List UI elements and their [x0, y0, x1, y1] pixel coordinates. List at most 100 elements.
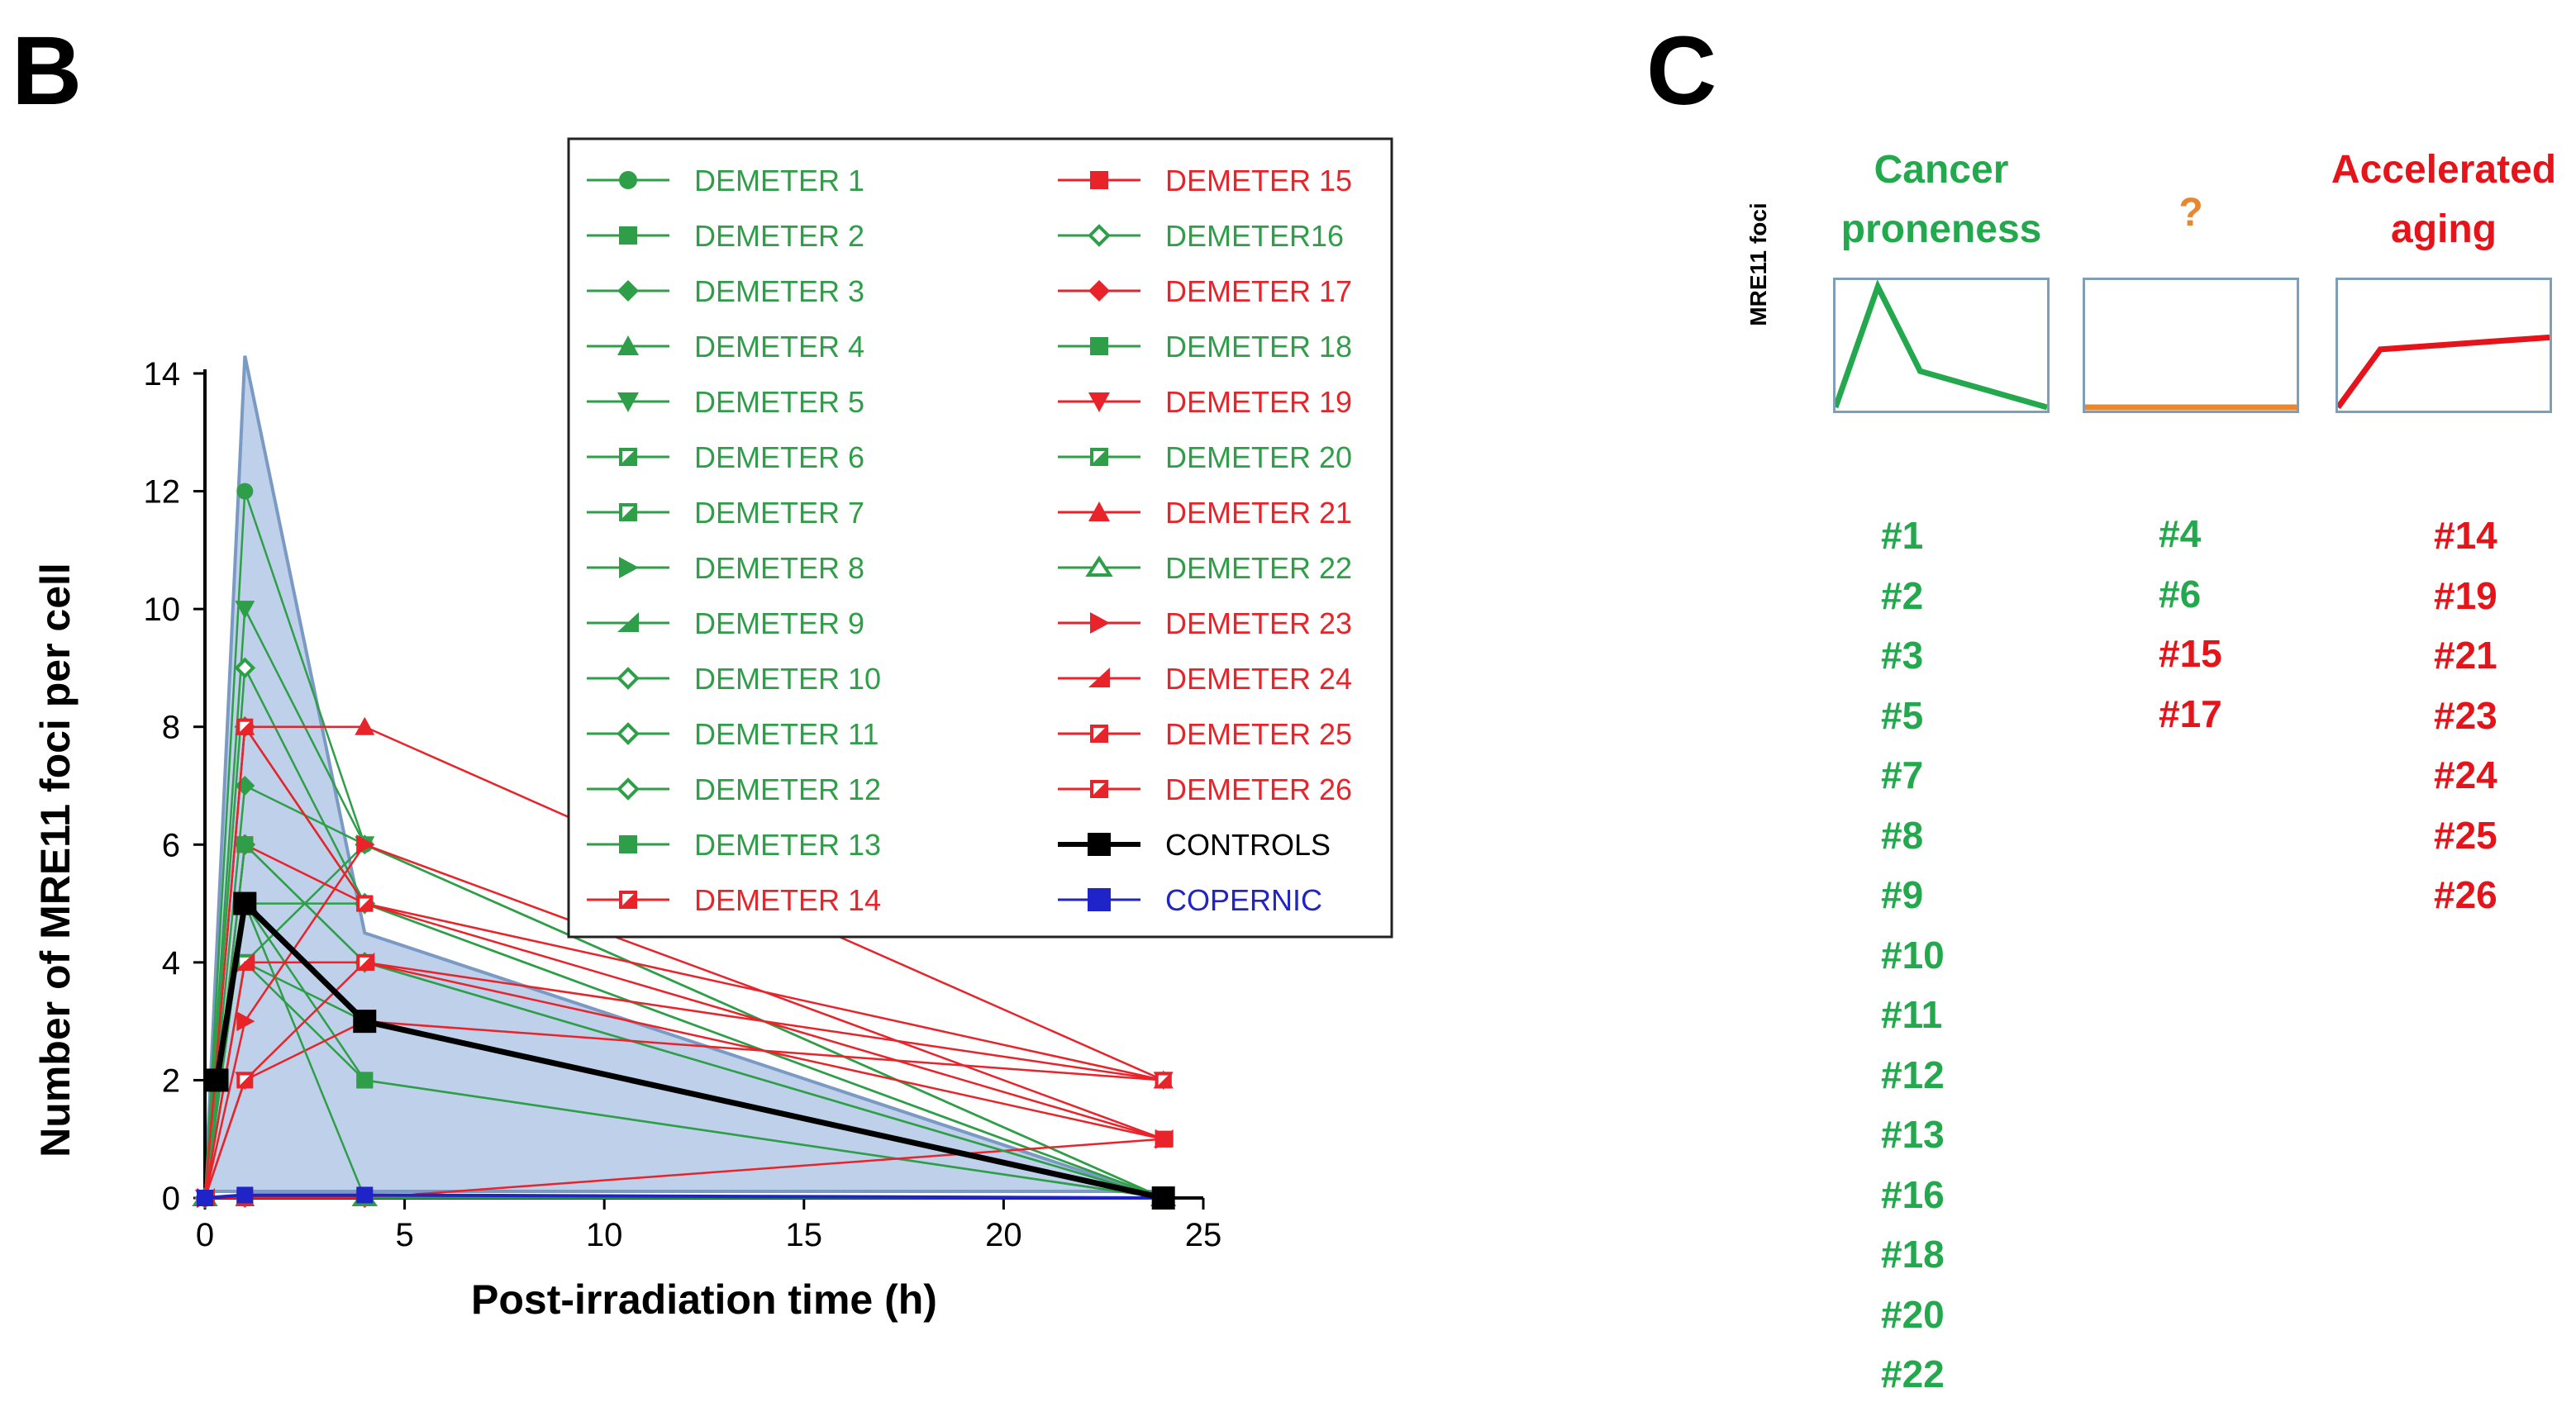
group-title-line: Cancer [1874, 148, 2009, 192]
group-title: ? [2041, 183, 2340, 243]
legend-label-demeter-3: DEMETER 3 [694, 274, 864, 308]
legend-marker-demeter-9 [617, 612, 639, 632]
legend-marker-demeter-3 [617, 280, 639, 302]
patient-id: #16 [1881, 1172, 1945, 1216]
patient-id: #21 [2434, 634, 2497, 677]
legend-marker-demeter16 [1088, 224, 1111, 247]
legend-label-demeter-11: DEMETER 11 [694, 717, 879, 751]
series-line-demeter-26 [203, 724, 1164, 1199]
legend-marker-demeter-23 [1090, 612, 1110, 634]
x-tick-label: 20 [985, 1217, 1022, 1253]
legend-label-demeter-6: DEMETER 6 [694, 440, 864, 474]
legend-marker-demeter-15 [1090, 171, 1108, 189]
y-tick-label: 10 [144, 592, 181, 628]
legend-label-demeter-25: DEMETER 25 [1165, 717, 1352, 751]
patient-id: #13 [1881, 1113, 1945, 1156]
legend-marker-demeter-22 [1085, 555, 1113, 577]
group-title-line: ? [2178, 191, 2203, 235]
legend-label-demeter-12: DEMETER 12 [694, 772, 881, 806]
point-controls [205, 1068, 229, 1092]
patient-id: #9 [1881, 873, 1924, 916]
profile-svg [1832, 279, 2048, 411]
y-tick-label: 4 [162, 945, 180, 982]
group-title: Cancer proneness [1792, 140, 2091, 259]
x-tick-label: 0 [196, 1217, 214, 1253]
patient-id: #18 [1881, 1233, 1945, 1276]
panel-c-letter: C [1646, 17, 1717, 126]
point-controls [353, 1010, 377, 1034]
point-copernic [197, 1190, 213, 1206]
point-demeter-21 [355, 716, 375, 735]
y-tick-label: 14 [144, 356, 181, 392]
patient-id: #4 [2159, 512, 2202, 555]
patient-id: #3 [1881, 634, 1924, 677]
legend-marker-demeter-7-fill [621, 505, 636, 520]
legend-marker-demeter-18 [1090, 337, 1108, 355]
profile-mini-chart [2336, 278, 2552, 413]
series-line-copernic [204, 1193, 1164, 1200]
patient-id: #20 [1881, 1292, 1945, 1336]
legend-label-copernic: COPERNIC [1165, 883, 1322, 917]
legend-label-demeter-14: DEMETER 14 [694, 883, 881, 917]
patient-id: #8 [1881, 813, 1924, 857]
point-demeter-26-fill [358, 896, 372, 910]
legend-label-demeter-20: DEMETER 20 [1165, 440, 1352, 474]
patient-id: #6 [2159, 572, 2202, 616]
legend-label-demeter-2: DEMETER 2 [694, 219, 864, 253]
patient-id: #14 [2434, 514, 2497, 557]
patient-id: #19 [2434, 573, 2497, 617]
point-demeter-26-fill [1156, 1073, 1170, 1087]
point-demeter-18 [236, 836, 254, 853]
y-tick-label: 6 [162, 827, 180, 863]
legend-marker-demeter-26-fill [1092, 782, 1107, 796]
legend-label-demeter-4: DEMETER 4 [694, 330, 864, 364]
point-copernic [356, 1186, 374, 1204]
legend-label-demeter-23: DEMETER 23 [1165, 606, 1352, 640]
panel-b-letter: B [12, 17, 83, 126]
x-tick-label: 25 [1185, 1217, 1222, 1253]
legend-marker-demeter-24 [1088, 668, 1110, 687]
legend-marker-demeter-5 [617, 392, 639, 412]
profile-mini-chart [2083, 278, 2299, 413]
y-tick-label: 8 [162, 710, 180, 746]
legend-marker-demeter-11 [617, 722, 640, 745]
point-demeter-12 [234, 657, 256, 679]
patient-id: #23 [2434, 693, 2497, 737]
patient-id: #2 [1881, 573, 1924, 617]
point-demeter-23 [236, 1011, 255, 1032]
group-id-list: #14 #19 #21 #23 #24 #25 #26 [2434, 506, 2497, 925]
patient-id: #12 [1881, 1053, 1945, 1096]
legend-label-demeter-13: DEMETER 13 [694, 828, 881, 862]
profile-svg [2085, 404, 2297, 411]
legend-label-demeter16: DEMETER16 [1165, 219, 1344, 253]
point-demeter-26-fill [238, 720, 252, 734]
group-id-list: #1 #2 #3 #5 #7 #8 #9 #10 #11 #12 #13 #16 #18 #20 #22 [1881, 506, 1945, 1405]
group-id-list: #4 #6 #15 #17 [2159, 504, 2222, 744]
patient-id: #17 [2159, 692, 2222, 735]
legend-label-demeter-24: DEMETER 24 [1165, 662, 1352, 696]
patient-id: #10 [1881, 933, 1945, 977]
patient-id: #24 [2434, 753, 2497, 796]
legend-label-demeter-9: DEMETER 9 [694, 606, 864, 640]
point-demeter-5 [235, 601, 255, 620]
legend-label-demeter-10: DEMETER 10 [694, 662, 881, 696]
profile-line [1832, 279, 2048, 411]
legend-marker-demeter-13 [619, 835, 637, 853]
point-controls [1151, 1186, 1175, 1210]
y-tick-label: 12 [144, 474, 181, 511]
legend-label-demeter-26: DEMETER 26 [1165, 772, 1352, 806]
x-tick-label: 15 [786, 1217, 823, 1253]
patient-id: #26 [2434, 873, 2497, 916]
series-line-controls [214, 897, 1164, 1201]
patient-id: #25 [2434, 813, 2497, 857]
legend-marker-demeter-2 [619, 226, 637, 245]
profile-line [2336, 334, 2550, 410]
x-tick-label: 10 [586, 1217, 623, 1253]
legend-marker-demeter-8 [619, 557, 639, 578]
profile-svg [2336, 334, 2550, 410]
x-axis-label: Post-irradiation time (h) [471, 1276, 937, 1323]
point-demeter-25-fill [238, 1073, 252, 1087]
legend-label-demeter-18: DEMETER 18 [1165, 330, 1352, 364]
legend-marker-demeter-4 [617, 335, 639, 355]
legend-marker-demeter-25-fill [1092, 726, 1107, 741]
